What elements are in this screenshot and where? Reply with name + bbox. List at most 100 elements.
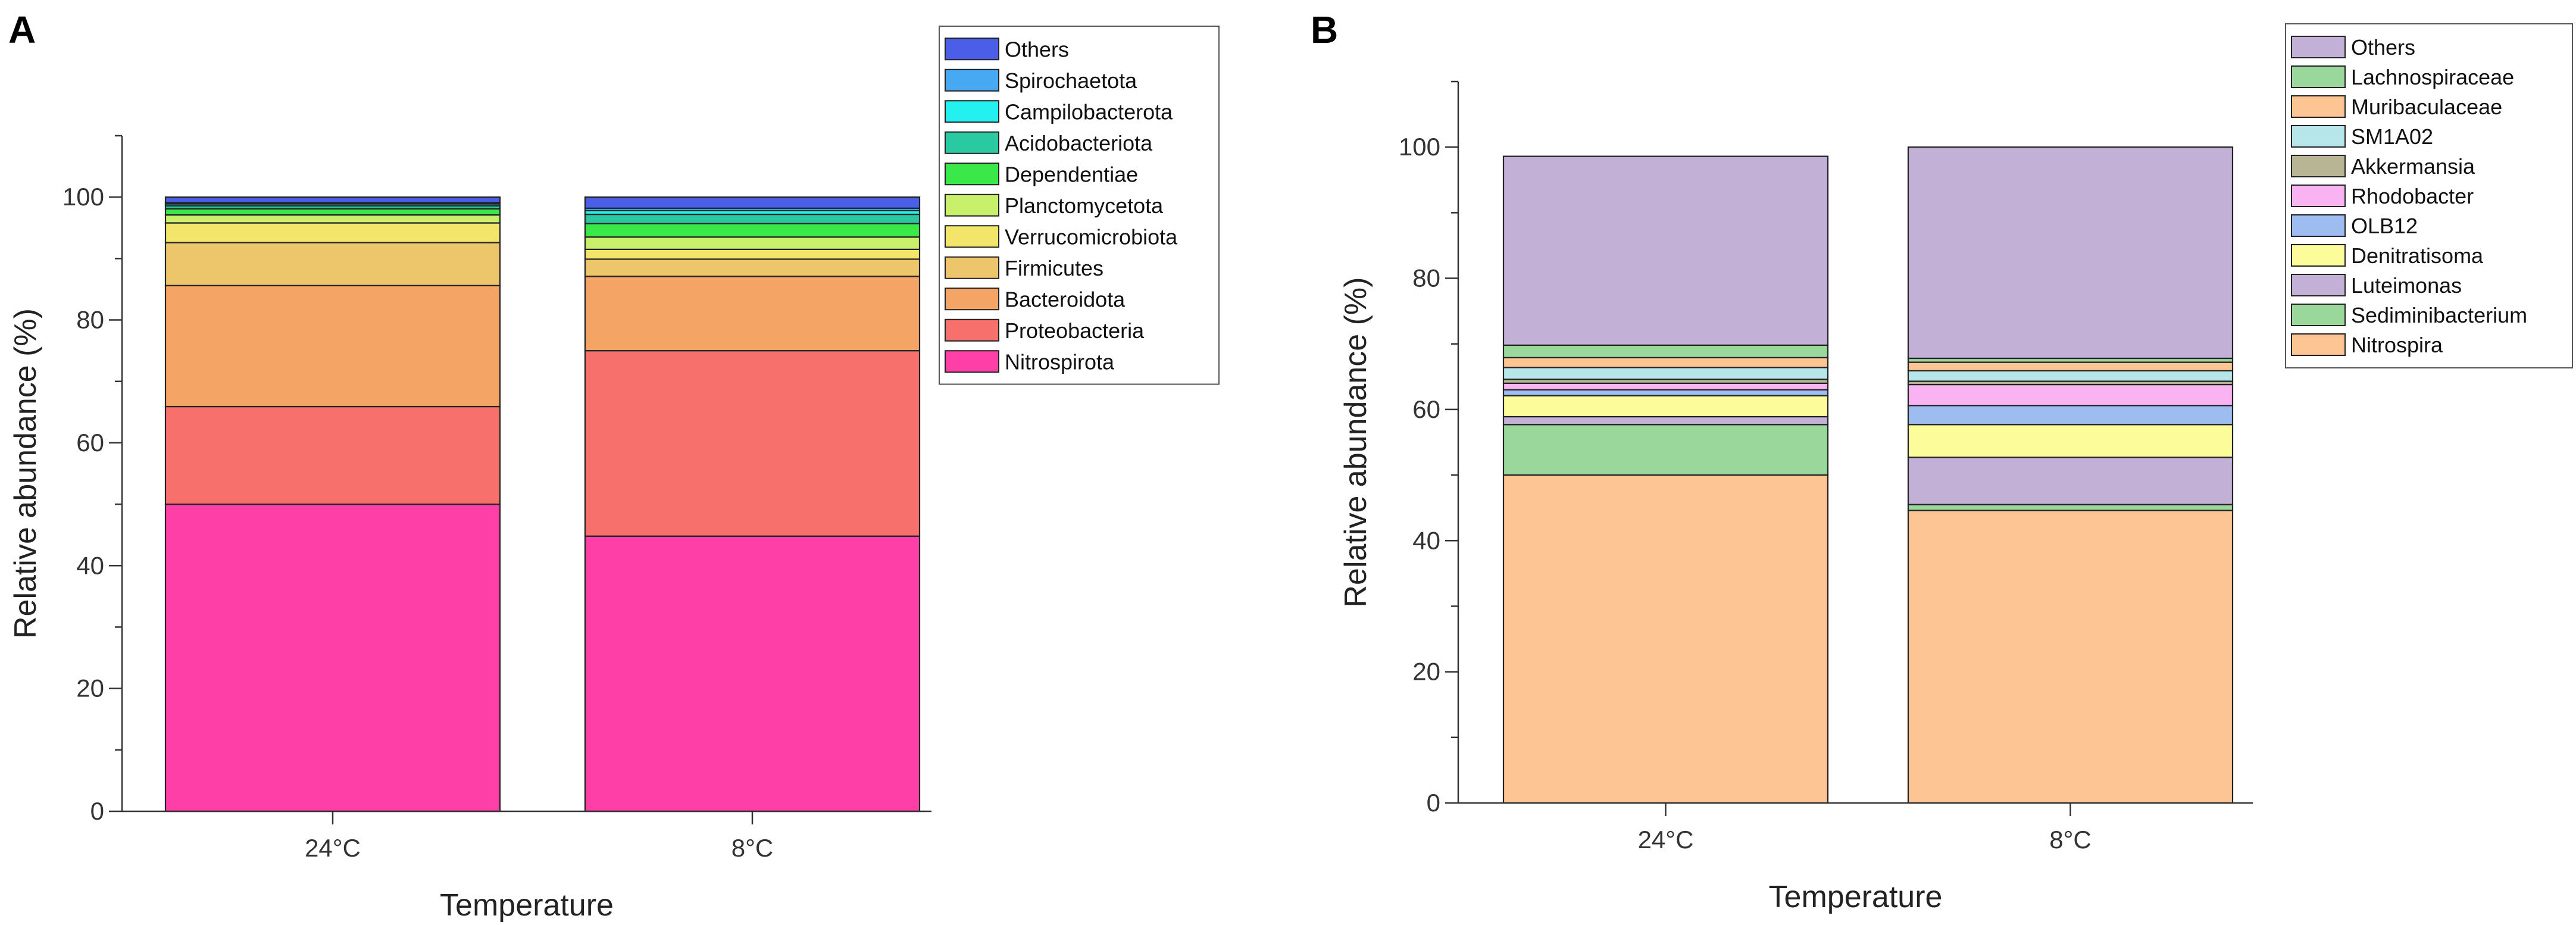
bar-segment-a-8c-bacteroidota — [584, 276, 921, 352]
x-tick-label-a-24c: 24°C — [305, 834, 361, 862]
panel-letter-a: A — [8, 8, 36, 51]
legend-swatch-b-sm1a02 — [2291, 125, 2346, 148]
legend-label-a-acidobacteriota: Acidobacteriota — [1005, 131, 1153, 155]
y-tick-label-b-100: 100 — [1399, 133, 1440, 161]
legend-swatch-b-others — [2291, 36, 2346, 58]
bar-segment-b-24c-sediminibacterium — [1502, 424, 1829, 476]
y-tick-label-b-0: 0 — [1427, 789, 1440, 817]
y-tick-label-b-80: 80 — [1412, 264, 1440, 292]
bar-segment-a-8c-dependentiae — [584, 223, 921, 238]
bar-segment-a-24c-dependentiae — [164, 208, 501, 216]
x-tick-label-b-8c: 8°C — [2049, 826, 2092, 854]
bar-segment-b-24c-lachnospiraceae — [1502, 344, 1829, 358]
y-tick-label-a-80: 80 — [76, 306, 104, 334]
legend-label-b-muribaculaceae: Muribaculaceae — [2351, 95, 2502, 119]
bar-segment-a-8c-acidobacteriota — [584, 213, 921, 224]
bar-segment-b-8c-rhodobacter — [1907, 383, 2234, 407]
legend-swatch-a-planctomycetota — [945, 193, 999, 217]
bar-segment-b-24c-sm1a02 — [1502, 367, 1829, 380]
bar-segment-a-8c-verrucomicrobiota — [584, 248, 921, 260]
y-tick-label-b-20: 20 — [1412, 658, 1440, 686]
legend-swatch-a-proteobacteria — [945, 318, 999, 342]
bar-segment-a-8c-others — [584, 196, 921, 209]
legend-label-a-verrucomicrobiota: Verrucomicrobiota — [1005, 224, 1178, 249]
legend-swatch-a-others — [945, 38, 999, 61]
legend-label-a-dependentiae: Dependentiae — [1005, 162, 1138, 186]
bar-segment-a-8c-nitrospirota — [584, 535, 921, 812]
bar-segment-a-8c-planctomycetota — [584, 236, 921, 250]
y-tick-label-a-40: 40 — [76, 551, 104, 579]
legend-swatch-b-sediminibacterium — [2291, 304, 2346, 326]
legend-swatch-a-spirochaetota — [945, 68, 999, 92]
bar-segment-b-8c-others — [1907, 146, 2234, 360]
bar-segment-a-24c-planctomycetota — [164, 214, 501, 224]
y-tick-label-b-60: 60 — [1412, 395, 1440, 423]
bar-segment-a-24c-nitrospirota — [164, 503, 501, 812]
legend-label-b-others: Others — [2351, 35, 2415, 60]
legend-swatch-b-olb12 — [2291, 214, 2346, 237]
legend-swatch-a-verrucomicrobiota — [945, 225, 999, 248]
chart-panel-b: 0 20 40 60 80 100 24°C 8°C Temperature Relative a… — [1339, 23, 2573, 914]
bar-segment-b-8c-luteimonas — [1907, 457, 2234, 505]
legend-label-b-akkermansia: Akkermansia — [2351, 154, 2475, 179]
y-axis-title-b: Relative abundance (%) — [1339, 277, 1373, 608]
y-tick-label-a-0: 0 — [90, 797, 104, 825]
legend-label-a-planctomycetota: Planctomycetota — [1005, 193, 1164, 218]
legend-label-a-bacteroidota: Bacteroidota — [1005, 287, 1126, 311]
bar-segment-b-24c-denitratisoma — [1502, 395, 1829, 418]
legend-label-a-spirochaetota: Spirochaetota — [1005, 68, 1137, 93]
legend-label-b-rhodobacter: Rhodobacter — [2351, 184, 2474, 208]
legend-swatch-a-bacteroidota — [945, 288, 999, 311]
bar-segment-b-8c-olb12 — [1907, 405, 2234, 426]
legend-label-b-olb12: OLB12 — [2351, 214, 2418, 238]
x-axis-title-a: Temperature — [440, 888, 614, 923]
legend-swatch-b-luteimonas — [2291, 274, 2346, 296]
bar-segment-b-8c-sediminibacterium — [1907, 504, 2234, 511]
legend-label-b-lachnospiraceae: Lachnospiraceae — [2351, 65, 2514, 89]
legend-swatch-a-nitrospirota — [945, 350, 999, 373]
bar-segment-b-24c-muribaculaceae — [1502, 357, 1829, 368]
legend-label-b-sm1a02: SM1A02 — [2351, 124, 2433, 149]
bar-segment-b-8c-sm1a02 — [1907, 370, 2234, 382]
bar-segment-a-8c-firmicutes — [584, 258, 921, 277]
legend-label-b-nitrospira: Nitrospira — [2351, 333, 2443, 357]
bar-segment-b-24c-nitrospira — [1502, 474, 1829, 804]
legend-swatch-b-nitrospira — [2291, 333, 2346, 356]
bar-segment-a-24c-firmicutes — [164, 242, 501, 286]
legend-swatch-b-denitratisoma — [2291, 244, 2346, 267]
bar-segment-b-24c-luteimonas — [1502, 415, 1829, 426]
legend-label-a-firmicutes: Firmicutes — [1005, 256, 1103, 280]
legend-swatch-b-muribaculaceae — [2291, 95, 2346, 118]
bar-segment-b-8c-nitrospira — [1907, 510, 2234, 804]
legend-swatch-a-campilobacterota — [945, 100, 999, 123]
legend-label-a-others: Others — [1005, 37, 1069, 61]
legend-label-a-proteobacteria: Proteobacteria — [1005, 318, 1145, 343]
bar-segment-a-24c-verrucomicrobiota — [164, 222, 501, 243]
legend-swatch-b-rhodobacter — [2291, 185, 2346, 207]
x-tick-label-a-8c: 8°C — [731, 834, 774, 862]
bar-segment-b-24c-olb12 — [1502, 389, 1829, 396]
bar-segment-a-24c-proteobacteria — [164, 405, 501, 505]
y-tick-label-a-100: 100 — [62, 183, 104, 211]
legend-label-b-sediminibacterium: Sediminibacterium — [2351, 303, 2527, 327]
bar-segment-a-8c-proteobacteria — [584, 350, 921, 537]
bar-segment-b-24c-rhodobacter — [1502, 382, 1829, 390]
legend-label-b-denitratisoma: Denitratisoma — [2351, 243, 2484, 268]
y-axis-title-a: Relative abundance (%) — [8, 308, 43, 639]
panel-letter-b: B — [1311, 8, 1338, 51]
legend-swatch-b-akkermansia — [2291, 155, 2346, 177]
y-tick-label-a-60: 60 — [76, 429, 104, 457]
legend-label-a-campilobacterota: Campilobacterota — [1005, 99, 1173, 124]
x-tick-label-b-24c: 24°C — [1638, 826, 1694, 854]
bar-segment-b-8c-muribaculaceae — [1907, 361, 2234, 372]
y-tick-label-b-40: 40 — [1412, 526, 1440, 554]
bar-segment-a-24c-others — [164, 196, 501, 204]
chart-panel-a: 0 20 40 60 80 100 24°C 8°C Temperature Relative a… — [8, 26, 1220, 923]
legend-label-a-nitrospirota: Nitrospirota — [1005, 349, 1115, 374]
bar-segment-b-8c-denitratisoma — [1907, 424, 2234, 458]
x-axis-title-b: Temperature — [1769, 880, 1943, 914]
bar-segment-a-24c-bacteroidota — [164, 285, 501, 408]
y-tick-label-a-20: 20 — [76, 674, 104, 702]
legend-swatch-b-lachnospiraceae — [2291, 65, 2346, 88]
